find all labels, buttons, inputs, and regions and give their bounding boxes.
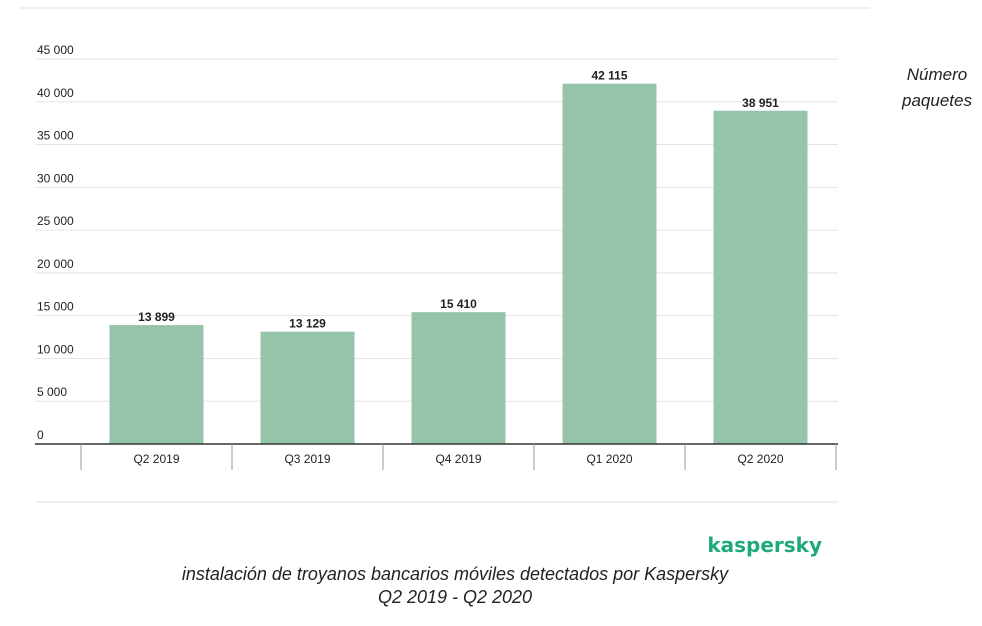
y-tick-label: 15 000 — [37, 300, 74, 314]
y-tick-label: 30 000 — [37, 171, 74, 185]
y-tick-label: 0 — [37, 428, 44, 442]
bar — [562, 83, 657, 445]
bar-value-label: 38 951 — [742, 96, 779, 110]
x-axis-categories: Q2 2019 Q3 2019 Q4 2019 Q1 2020 Q2 2020 — [80, 444, 837, 470]
x-tick-label: Q3 2019 — [284, 452, 330, 466]
bar — [411, 312, 506, 444]
y-tick-label: 35 000 — [37, 129, 74, 143]
y-tick-label: 5 000 — [37, 385, 67, 399]
bar — [109, 325, 204, 444]
bar-value-label: 13 899 — [138, 310, 175, 324]
bar-chart: 0 5 000 10 000 15 000 20 000 25 000 30 000 35 0… — [20, 7, 972, 557]
x-tick-label: Q4 2019 — [435, 452, 481, 466]
value-labels: 13 899 13 129 15 410 42 115 38 951 — [138, 69, 779, 331]
bar-value-label: 42 115 — [591, 69, 627, 83]
x-tick-label: Q2 2020 — [737, 452, 783, 466]
y-axis-ticks: 0 5 000 10 000 15 000 20 000 25 000 30 000 35 0… — [37, 43, 74, 442]
chart-caption-line1: instalación de troyanos bancarios móvile… — [181, 564, 729, 584]
y-axis-label-line2: paquetes — [901, 91, 972, 110]
y-tick-label: 10 000 — [37, 342, 74, 356]
y-tick-label: 45 000 — [37, 43, 74, 57]
y-tick-label: 20 000 — [37, 257, 74, 271]
kaspersky-logo: kaspersky — [707, 533, 822, 557]
bars — [109, 83, 808, 445]
bar — [713, 110, 808, 444]
bar — [260, 331, 355, 444]
y-tick-label: 25 000 — [37, 214, 74, 228]
x-tick-label: Q2 2019 — [133, 452, 179, 466]
bar-value-label: 15 410 — [440, 297, 477, 311]
x-tick-label: Q1 2020 — [586, 452, 632, 466]
y-axis-label-line1: Número — [907, 65, 967, 84]
chart-caption-line2: Q2 2019 - Q2 2020 — [377, 587, 533, 607]
y-tick-label: 40 000 — [37, 86, 74, 100]
bar-value-label: 13 129 — [289, 317, 326, 331]
